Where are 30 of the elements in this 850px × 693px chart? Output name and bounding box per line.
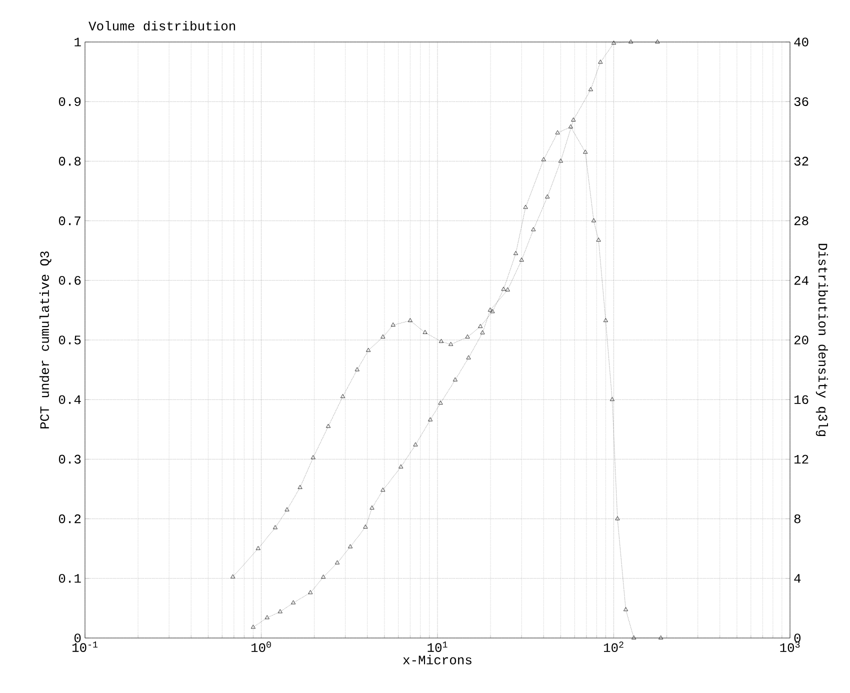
- y2-axis-title: Distribution density q3lg: [816, 244, 828, 436]
- y2-tick-label: 20: [794, 336, 808, 344]
- y-tick-label: 0: [74, 634, 81, 642]
- y2-tick-label: 4: [794, 574, 801, 583]
- y2-tick-label: 12: [794, 454, 808, 464]
- y-tick-label: 1: [74, 38, 81, 46]
- y2-tick-label: 24: [794, 276, 808, 285]
- y2-tick-label: 0: [794, 634, 800, 642]
- x-tick-label: 10$^{1}$: [428, 642, 448, 652]
- y2-tick-label: 36: [794, 97, 808, 106]
- y-tick-label: 0.3: [58, 454, 81, 464]
- x-tick-label: 10$^{0}$: [251, 642, 271, 652]
- y-axis-title: PCT under cumulative Q3: [39, 251, 52, 428]
- y-tick-label: 0.4: [58, 395, 81, 404]
- y2-tick-label: 40: [794, 38, 808, 46]
- y-tick-label: 0.7: [58, 216, 80, 226]
- x-tick-label: 10$^{2}$: [604, 642, 624, 652]
- chart-title: Volume distribution: [88, 20, 236, 31]
- y2-tick-label: 32: [794, 156, 808, 166]
- y2-tick-label: 8: [794, 514, 800, 524]
- y-tick-label: 0.2: [58, 514, 81, 524]
- y2-tick-label: 28: [794, 216, 808, 226]
- y-tick-label: 0.5: [58, 336, 81, 344]
- y-tick-label: 0.9: [58, 97, 81, 106]
- y-tick-label: 0.8: [58, 156, 81, 166]
- y-tick-label: 0.6: [58, 276, 81, 285]
- y2-tick-label: 16: [794, 395, 808, 404]
- x-tick-label: 10$^{-1}$: [72, 642, 98, 652]
- y-tick-label: 0.1: [58, 574, 81, 583]
- x-axis-title: x-Microns: [403, 654, 472, 664]
